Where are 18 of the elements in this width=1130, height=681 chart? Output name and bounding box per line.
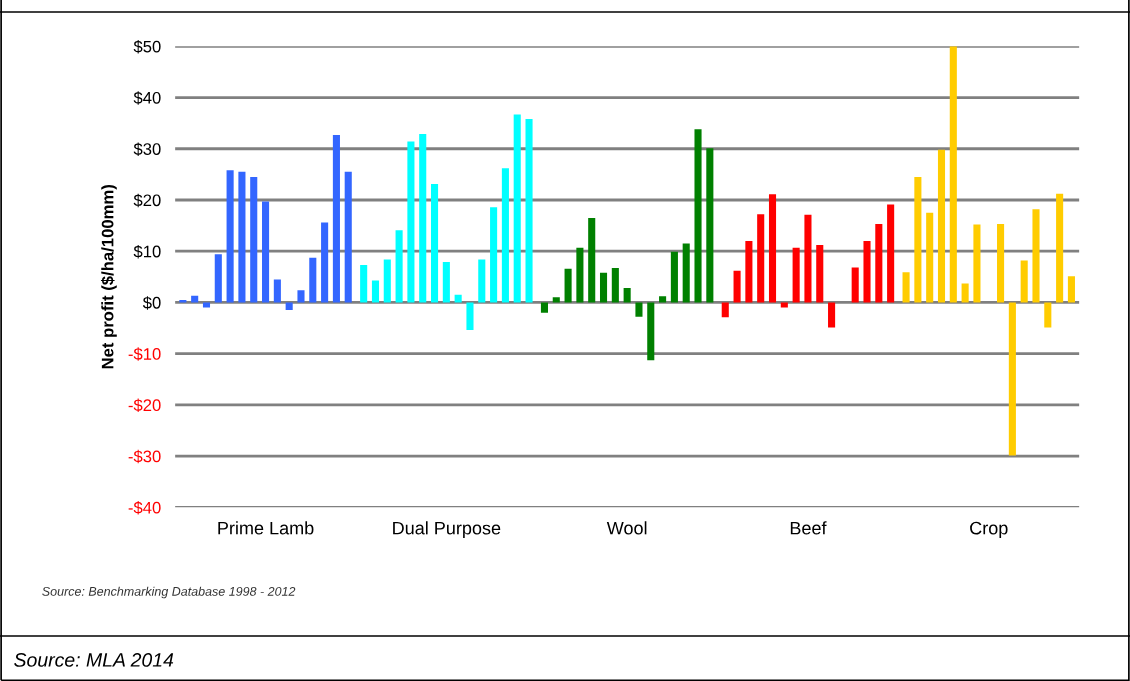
source-note: Source: Benchmarking Database 1998 - 2012 (42, 586, 296, 599)
x-tick-label: Wool (606, 521, 647, 535)
x-tick-label: Crop (970, 521, 1008, 539)
y-tick-label: $50 (133, 40, 161, 54)
source-note: Source: MLA 2014 (14, 653, 174, 667)
x-tick-label: Dual Purpose (393, 521, 501, 539)
x-tick-label: Prime Lamb (218, 521, 314, 535)
y-tick-label: -$30 (128, 449, 161, 464)
y-tick-label: $20 (133, 193, 161, 208)
y-tick-label: $10 (133, 244, 161, 259)
y-axis-title: Net profit ($/ha/100mm) (100, 185, 117, 369)
y-tick-label: -$20 (128, 398, 161, 413)
y-tick-label: $0 (142, 296, 161, 310)
y-tick-label: $40 (133, 91, 161, 105)
y-tick-label: -$10 (128, 347, 161, 361)
x-tick-label: Beef (790, 521, 827, 535)
y-tick-label: -$40 (128, 501, 161, 515)
y-tick-label: $30 (133, 142, 161, 156)
